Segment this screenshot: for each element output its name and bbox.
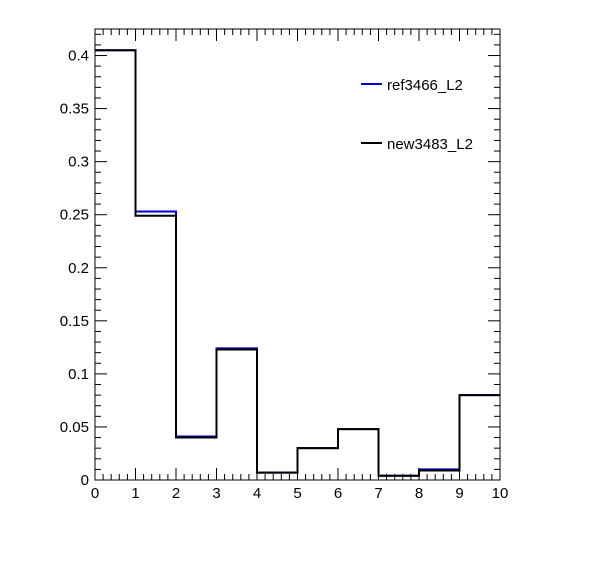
y-tick-label: 0.4 <box>68 48 89 65</box>
series-new-step-line <box>95 49 500 477</box>
x-tick-label: 2 <box>172 485 180 502</box>
x-tick-label: 6 <box>334 485 342 502</box>
y-tick-label: 0.3 <box>68 154 89 171</box>
y-tick-label: 0.15 <box>60 313 89 330</box>
y-tick-label: 0 <box>81 472 89 489</box>
x-tick-label: 4 <box>253 485 261 502</box>
x-tick-label: 7 <box>374 485 382 502</box>
y-tick-label: 0.25 <box>60 207 89 224</box>
series-layer <box>95 49 500 477</box>
y-tick-label: 0.2 <box>68 260 89 277</box>
x-tick-label: 10 <box>492 485 509 502</box>
x-tick-label: 8 <box>415 485 423 502</box>
y-tick-label: 0.35 <box>60 101 89 118</box>
x-tick-label: 3 <box>212 485 220 502</box>
ticks-layer: 0 1 2 3 4 5 6 7 8 9 10 0 0.05 0.1 0.15 0.2 0.25 0.3 0.35 0.… <box>60 29 509 502</box>
legend-label-new: new3483_L2 <box>387 136 473 153</box>
legend-label-ref: ref3466_L2 <box>387 77 463 94</box>
x-tick-label: 1 <box>131 485 139 502</box>
y-tick-label: 0.1 <box>68 366 89 383</box>
y-tick-label: 0.05 <box>60 419 89 436</box>
x-tick-label: 0 <box>91 485 99 502</box>
legend: ref3466_L2 new3483_L2 <box>357 68 482 166</box>
x-tick-label: 5 <box>293 485 301 502</box>
x-tick-label: 9 <box>455 485 463 502</box>
